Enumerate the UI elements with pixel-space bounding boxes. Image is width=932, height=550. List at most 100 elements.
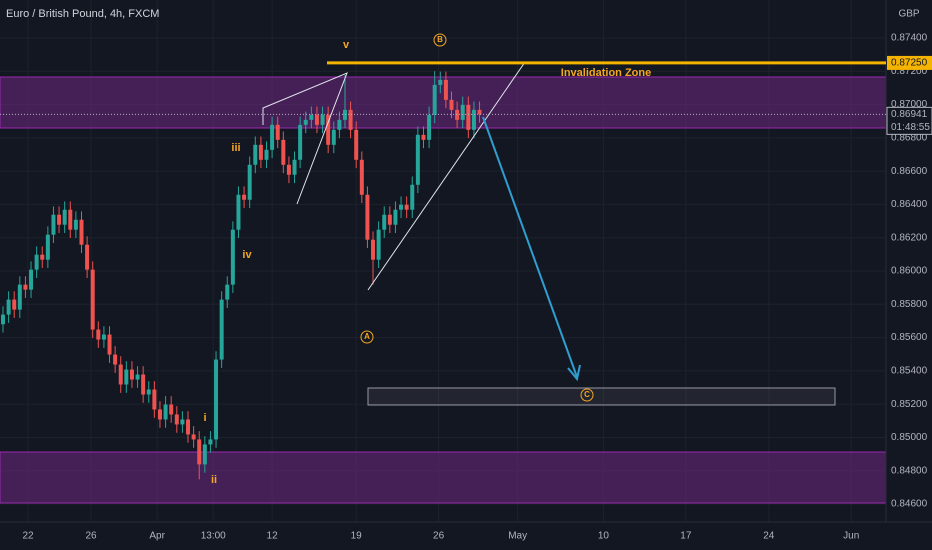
projection-arrow: [482, 116, 578, 378]
candle-body: [219, 299, 224, 360]
candle-body: [12, 299, 17, 310]
y-tick-label: 0.85400: [891, 366, 928, 377]
countdown: 01:48:55: [891, 122, 930, 133]
y-tick-label: 0.86400: [891, 199, 928, 210]
arrow-head: [567, 364, 581, 382]
candle-body: [34, 254, 39, 270]
trendline: [367, 61, 526, 291]
candle-body: [292, 159, 297, 175]
candle-body: [281, 139, 286, 165]
candle-body: [135, 374, 140, 380]
candle-body: [477, 109, 482, 115]
x-tick-label: 24: [763, 531, 775, 542]
candle-body: [365, 194, 370, 240]
wave-circle: [433, 33, 447, 47]
wave-label: B: [437, 35, 443, 44]
overlay: 0.84600 0.84800 0.85000 0.85200 0.85400 0.856…: [0, 33, 932, 542]
candle-body: [376, 229, 381, 260]
x-tick-label: Apr: [149, 531, 165, 542]
candle-body: [101, 334, 106, 340]
candle-body: [202, 444, 207, 465]
y-tick-label: 0.87200: [891, 66, 928, 77]
last-price-badge: [886, 106, 932, 135]
candle-body: [314, 114, 319, 125]
last-price-label: 0.86941: [891, 109, 928, 120]
y-tick-label: 0.87400: [891, 33, 928, 44]
wave-label: v: [343, 39, 350, 51]
y-tick-label: 0.85800: [891, 299, 928, 310]
candle-body: [73, 219, 78, 230]
candle-body: [225, 284, 230, 300]
candle-body: [286, 164, 291, 175]
wave-lines: [262, 61, 526, 291]
x-tick-label: 17: [680, 531, 692, 542]
candle-body: [449, 99, 454, 110]
candle-body: [124, 369, 129, 385]
candle-body: [460, 104, 465, 120]
candle-body: [208, 439, 213, 445]
chart-title: Euro / British Pound, 4h, FXCM: [6, 8, 159, 20]
support-zone: [0, 451, 887, 504]
candle-body: [320, 114, 325, 125]
candle-body: [382, 214, 387, 230]
candle-body: [427, 114, 432, 140]
x-tick-label: May: [508, 531, 527, 542]
y-tick-label: 0.87000: [891, 99, 928, 110]
y-tick-label: 0.85600: [891, 332, 928, 343]
candle-body: [421, 134, 426, 140]
candle-body: [23, 284, 28, 290]
candle-body: [141, 374, 146, 395]
candle-body: [51, 214, 56, 235]
candle-body: [96, 329, 101, 340]
candle-body: [230, 229, 235, 285]
candle-body: [163, 404, 168, 420]
candle-body: [1, 314, 6, 325]
candle-body: [309, 114, 314, 120]
candle-body: [242, 194, 247, 200]
wave-label: C: [584, 390, 590, 399]
target-zone: [367, 387, 836, 406]
candle-body: [152, 389, 157, 410]
candle-body: [455, 109, 460, 120]
wave-label: ii: [211, 474, 217, 486]
x-tick-label: 19: [351, 531, 363, 542]
candle-body: [399, 204, 404, 210]
candle-body: [45, 234, 50, 260]
candle-body: [186, 419, 191, 435]
candle-body: [79, 219, 84, 245]
candle-body: [129, 369, 134, 380]
x-tick-label: Jun: [843, 531, 859, 542]
candle-body: [169, 404, 174, 415]
candle-body: [393, 209, 398, 225]
candle-body: [258, 144, 263, 160]
y-tick-label: 0.85000: [891, 432, 928, 443]
candle-body: [354, 129, 359, 160]
wave-label: A: [364, 332, 370, 341]
candles: [1, 71, 482, 480]
x-tick-label: 22: [22, 531, 34, 542]
wave-label: i: [203, 412, 206, 424]
candle-body: [6, 299, 11, 315]
candle-body: [275, 124, 280, 140]
wave-label: Invalidation Zone: [561, 67, 651, 79]
candle-body: [326, 114, 331, 145]
wave-circle: [360, 330, 374, 344]
candle-body: [298, 124, 303, 160]
resistance-zone: [0, 76, 887, 129]
candle-body: [107, 334, 112, 355]
candle-body: [191, 434, 196, 440]
currency: GBP: [898, 9, 919, 20]
candle-body: [17, 284, 22, 310]
candle-body: [29, 269, 34, 290]
y-tick-label: 0.86800: [891, 132, 928, 143]
wave-label: iii: [231, 142, 240, 154]
candle-body: [118, 364, 123, 385]
candle-body: [348, 109, 353, 130]
candle-body: [404, 204, 409, 210]
candle-body: [236, 194, 241, 230]
candle-body: [157, 409, 162, 420]
candle-body: [337, 119, 342, 130]
candle-body: [85, 244, 90, 270]
candle-body: [432, 84, 437, 115]
